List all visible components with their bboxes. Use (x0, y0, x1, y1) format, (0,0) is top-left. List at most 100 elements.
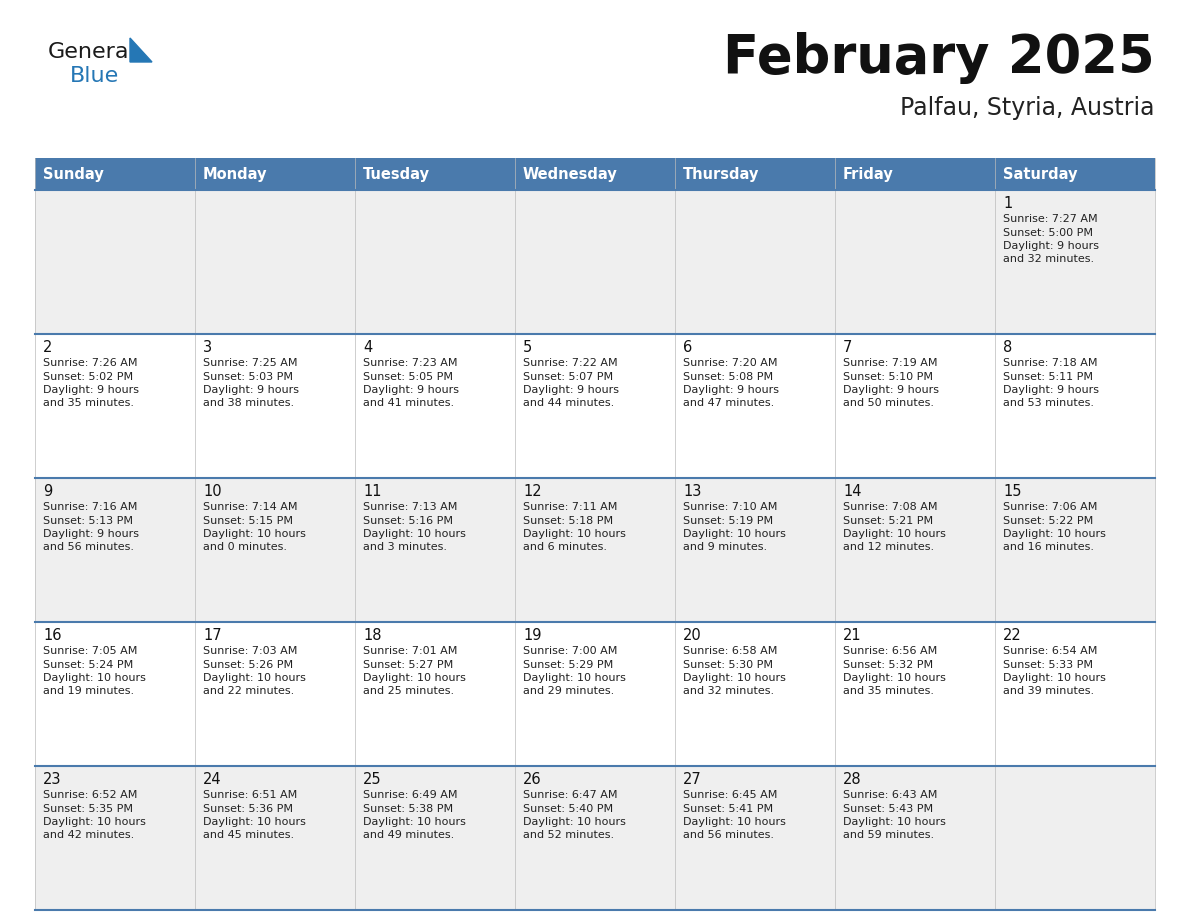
Text: Sunrise: 7:06 AM: Sunrise: 7:06 AM (1003, 502, 1098, 512)
Text: 9: 9 (43, 484, 52, 499)
Text: Sunset: 5:08 PM: Sunset: 5:08 PM (683, 372, 773, 382)
Text: and 3 minutes.: and 3 minutes. (364, 543, 447, 553)
Text: Sunrise: 7:19 AM: Sunrise: 7:19 AM (843, 358, 937, 368)
Text: and 6 minutes.: and 6 minutes. (523, 543, 607, 553)
Text: and 53 minutes.: and 53 minutes. (1003, 398, 1094, 409)
Text: and 35 minutes.: and 35 minutes. (43, 398, 134, 409)
Bar (34, 190, 1155, 334)
Text: Sunset: 5:36 PM: Sunset: 5:36 PM (203, 803, 293, 813)
Text: Sunset: 5:35 PM: Sunset: 5:35 PM (43, 803, 133, 813)
Text: Sunrise: 7:18 AM: Sunrise: 7:18 AM (1003, 358, 1098, 368)
Text: Sunrise: 6:45 AM: Sunrise: 6:45 AM (683, 790, 777, 800)
Bar (835, 158, 996, 190)
Text: 6: 6 (683, 340, 693, 355)
Text: and 12 minutes.: and 12 minutes. (843, 543, 934, 553)
Text: Daylight: 9 hours: Daylight: 9 hours (1003, 241, 1099, 251)
Text: 4: 4 (364, 340, 372, 355)
Text: and 45 minutes.: and 45 minutes. (203, 831, 295, 841)
Text: and 0 minutes.: and 0 minutes. (203, 543, 287, 553)
Text: and 16 minutes.: and 16 minutes. (1003, 543, 1094, 553)
Text: Daylight: 10 hours: Daylight: 10 hours (364, 529, 466, 539)
Text: Sunset: 5:10 PM: Sunset: 5:10 PM (843, 372, 933, 382)
Text: Sunrise: 7:00 AM: Sunrise: 7:00 AM (523, 646, 618, 656)
Text: 15: 15 (1003, 484, 1022, 499)
Text: and 9 minutes.: and 9 minutes. (683, 543, 767, 553)
Text: 2: 2 (43, 340, 52, 355)
Text: 11: 11 (364, 484, 381, 499)
Text: Daylight: 9 hours: Daylight: 9 hours (364, 385, 459, 395)
Text: Sunrise: 6:43 AM: Sunrise: 6:43 AM (843, 790, 937, 800)
Text: Daylight: 10 hours: Daylight: 10 hours (203, 817, 305, 827)
Text: Sunrise: 6:51 AM: Sunrise: 6:51 AM (203, 790, 297, 800)
Text: Daylight: 9 hours: Daylight: 9 hours (203, 385, 299, 395)
Text: Sunrise: 7:08 AM: Sunrise: 7:08 AM (843, 502, 937, 512)
Text: Sunset: 5:38 PM: Sunset: 5:38 PM (364, 803, 453, 813)
Text: Daylight: 10 hours: Daylight: 10 hours (1003, 529, 1106, 539)
Text: Daylight: 10 hours: Daylight: 10 hours (683, 817, 786, 827)
Text: Sunset: 5:40 PM: Sunset: 5:40 PM (523, 803, 613, 813)
Text: Daylight: 9 hours: Daylight: 9 hours (43, 385, 139, 395)
Text: 22: 22 (1003, 628, 1022, 643)
Text: Sunset: 5:05 PM: Sunset: 5:05 PM (364, 372, 453, 382)
Text: Sunset: 5:00 PM: Sunset: 5:00 PM (1003, 228, 1093, 238)
Text: Sunset: 5:11 PM: Sunset: 5:11 PM (1003, 372, 1093, 382)
Text: Daylight: 10 hours: Daylight: 10 hours (364, 673, 466, 683)
Text: Sunrise: 7:20 AM: Sunrise: 7:20 AM (683, 358, 777, 368)
Text: 18: 18 (364, 628, 381, 643)
Text: 1: 1 (1003, 196, 1012, 211)
Text: Sunset: 5:30 PM: Sunset: 5:30 PM (683, 659, 773, 669)
Text: Daylight: 9 hours: Daylight: 9 hours (843, 385, 939, 395)
Text: and 32 minutes.: and 32 minutes. (1003, 254, 1094, 264)
Text: and 47 minutes.: and 47 minutes. (683, 398, 775, 409)
Text: General: General (48, 42, 135, 62)
Text: Daylight: 10 hours: Daylight: 10 hours (843, 817, 946, 827)
Text: Sunset: 5:26 PM: Sunset: 5:26 PM (203, 659, 293, 669)
Text: Sunrise: 7:14 AM: Sunrise: 7:14 AM (203, 502, 297, 512)
Text: Sunrise: 6:56 AM: Sunrise: 6:56 AM (843, 646, 937, 656)
Text: 20: 20 (683, 628, 702, 643)
Text: Sunset: 5:33 PM: Sunset: 5:33 PM (1003, 659, 1093, 669)
Text: 7: 7 (843, 340, 852, 355)
Text: Sunset: 5:21 PM: Sunset: 5:21 PM (843, 516, 933, 525)
Text: Daylight: 9 hours: Daylight: 9 hours (43, 529, 139, 539)
Text: Daylight: 10 hours: Daylight: 10 hours (843, 529, 946, 539)
Text: 21: 21 (843, 628, 861, 643)
Text: and 29 minutes.: and 29 minutes. (523, 687, 614, 697)
Text: Sunrise: 7:25 AM: Sunrise: 7:25 AM (203, 358, 297, 368)
Text: 16: 16 (43, 628, 62, 643)
Text: and 52 minutes.: and 52 minutes. (523, 831, 614, 841)
Text: and 39 minutes.: and 39 minutes. (1003, 687, 1094, 697)
Text: Sunrise: 7:11 AM: Sunrise: 7:11 AM (523, 502, 618, 512)
Text: Sunset: 5:43 PM: Sunset: 5:43 PM (843, 803, 933, 813)
Text: 19: 19 (523, 628, 542, 643)
Text: Sunset: 5:27 PM: Sunset: 5:27 PM (364, 659, 454, 669)
Text: and 42 minutes.: and 42 minutes. (43, 831, 134, 841)
Text: Sunset: 5:15 PM: Sunset: 5:15 PM (203, 516, 293, 525)
Text: Sunrise: 7:01 AM: Sunrise: 7:01 AM (364, 646, 457, 656)
Bar (34, 478, 1155, 622)
Text: Sunset: 5:16 PM: Sunset: 5:16 PM (364, 516, 453, 525)
Text: Daylight: 10 hours: Daylight: 10 hours (523, 817, 626, 827)
Text: Daylight: 10 hours: Daylight: 10 hours (843, 673, 946, 683)
Bar (996, 158, 1155, 190)
Text: Sunday: Sunday (43, 166, 103, 182)
Text: and 22 minutes.: and 22 minutes. (203, 687, 295, 697)
Bar (34, 334, 1155, 478)
Text: 28: 28 (843, 772, 861, 787)
Text: and 49 minutes.: and 49 minutes. (364, 831, 454, 841)
Text: and 44 minutes.: and 44 minutes. (523, 398, 614, 409)
Text: Palfau, Styria, Austria: Palfau, Styria, Austria (901, 96, 1155, 120)
Text: 26: 26 (523, 772, 542, 787)
Text: 8: 8 (1003, 340, 1012, 355)
Text: 14: 14 (843, 484, 861, 499)
Text: Monday: Monday (203, 166, 267, 182)
Text: Sunrise: 7:27 AM: Sunrise: 7:27 AM (1003, 214, 1098, 224)
Bar (34, 622, 1155, 766)
Text: and 41 minutes.: and 41 minutes. (364, 398, 454, 409)
Text: Sunset: 5:02 PM: Sunset: 5:02 PM (43, 372, 133, 382)
Polygon shape (129, 38, 152, 62)
Text: Blue: Blue (70, 66, 119, 86)
Text: Sunset: 5:13 PM: Sunset: 5:13 PM (43, 516, 133, 525)
Text: Saturday: Saturday (1003, 166, 1078, 182)
Text: and 19 minutes.: and 19 minutes. (43, 687, 134, 697)
